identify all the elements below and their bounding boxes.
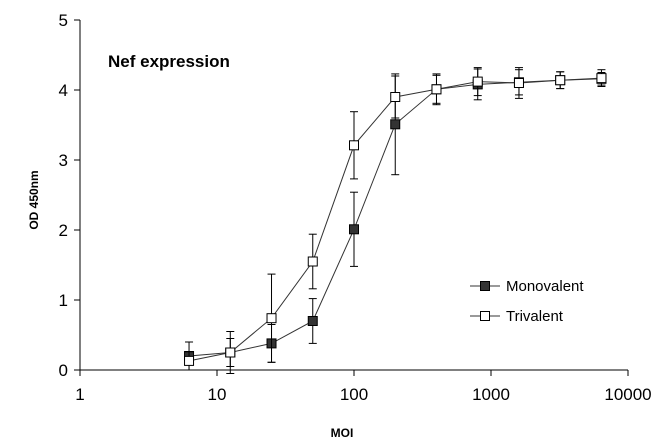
data-point-trivalent — [596, 73, 607, 84]
series-trivalent — [184, 67, 607, 374]
y-tick-label: 2 — [59, 221, 68, 240]
data-point-trivalent — [225, 347, 236, 358]
legend-label-trivalent: Trivalent — [506, 308, 564, 325]
y-tick-label: 5 — [59, 11, 68, 30]
y-tick-label: 0 — [59, 361, 68, 380]
data-point-trivalent — [555, 75, 566, 86]
x-axis-label: MOI — [331, 426, 354, 440]
chart-title: Nef expression — [108, 52, 230, 71]
y-axis-ticks: 0 1 2 3 4 5 — [59, 11, 80, 380]
data-point-trivalent — [266, 313, 277, 324]
data-point-trivalent — [390, 92, 401, 102]
legend: Monovalent Trivalent — [470, 278, 584, 325]
y-axis-label: OD 450nm — [27, 170, 41, 229]
x-tick-label: 100 — [340, 385, 368, 404]
y-tick-label: 1 — [59, 291, 68, 310]
data-point-monovalent — [390, 119, 401, 130]
legend-marker-trivalent — [480, 311, 490, 321]
series-layer — [184, 67, 607, 374]
x-tick-label: 1 — [75, 385, 84, 404]
x-tick-label: 10 — [208, 385, 227, 404]
y-tick-label: 4 — [59, 81, 68, 100]
data-point-monovalent — [349, 224, 359, 235]
x-tick-label: 10000 — [604, 385, 651, 404]
legend-item-monovalent: Monovalent — [470, 278, 584, 295]
data-point-trivalent — [349, 140, 359, 151]
data-point-trivalent — [431, 84, 442, 95]
data-point-monovalent — [307, 316, 318, 326]
data-point-trivalent — [513, 78, 524, 88]
data-point-trivalent — [184, 355, 195, 366]
x-axis-ticks: 1 10 100 1000 10000 — [75, 370, 652, 404]
legend-marker-monovalent — [480, 281, 490, 291]
x-tick-label: 1000 — [472, 385, 510, 404]
y-tick-label: 3 — [59, 151, 68, 170]
legend-item-trivalent: Trivalent — [470, 308, 564, 325]
data-point-trivalent — [307, 256, 318, 267]
data-point-trivalent — [472, 76, 483, 87]
legend-label-monovalent: Monovalent — [506, 278, 584, 295]
